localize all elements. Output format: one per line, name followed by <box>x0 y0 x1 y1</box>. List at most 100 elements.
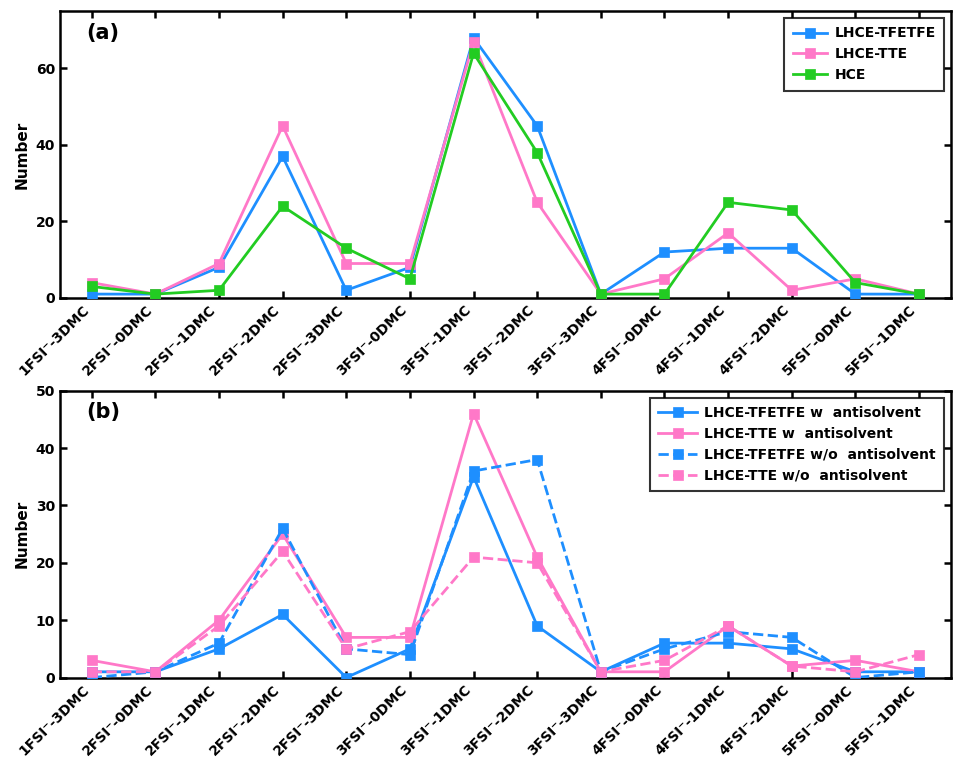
LHCE-TFETFE w/o  antisolvent <box>467 467 479 476</box>
LHCE-TTE <box>595 289 606 298</box>
LHCE-TFETFE w  antisolvent <box>658 638 670 647</box>
Text: (a): (a) <box>86 22 119 42</box>
LHCE-TTE w  antisolvent <box>658 667 670 677</box>
LHCE-TTE w  antisolvent <box>595 667 606 677</box>
LHCE-TFETFE w/o  antisolvent <box>277 524 288 533</box>
LHCE-TFETFE w  antisolvent <box>722 638 733 647</box>
HCE <box>785 205 797 215</box>
LHCE-TFETFE w  antisolvent <box>849 667 860 677</box>
LHCE-TTE w  antisolvent <box>849 656 860 665</box>
LHCE-TFETFE w  antisolvent <box>149 667 160 677</box>
LHCE-TTE <box>467 37 479 46</box>
LHCE-TFETFE w/o  antisolvent <box>912 667 924 677</box>
Line: LHCE-TTE: LHCE-TTE <box>86 37 923 299</box>
LHCE-TTE w/o  antisolvent <box>595 667 606 677</box>
LHCE-TFETFE w  antisolvent <box>467 472 479 481</box>
LHCE-TTE w/o  antisolvent <box>912 650 924 659</box>
LHCE-TTE <box>849 275 860 284</box>
LHCE-TFETFE w  antisolvent <box>912 667 924 677</box>
LHCE-TTE <box>658 275 670 284</box>
LHCE-TFETFE <box>404 263 415 272</box>
LHCE-TTE <box>277 122 288 131</box>
LHCE-TTE w  antisolvent <box>86 656 97 665</box>
LHCE-TTE <box>912 289 924 298</box>
LHCE-TFETFE w/o  antisolvent <box>149 667 160 677</box>
Text: (b): (b) <box>86 402 120 422</box>
LHCE-TFETFE <box>213 263 225 272</box>
LHCE-TFETFE w/o  antisolvent <box>404 650 415 659</box>
LHCE-TTE w  antisolvent <box>530 552 542 561</box>
LHCE-TFETFE w  antisolvent <box>530 621 542 631</box>
LHCE-TFETFE w/o  antisolvent <box>785 633 797 642</box>
HCE <box>722 198 733 207</box>
LHCE-TTE w/o  antisolvent <box>86 667 97 677</box>
LHCE-TFETFE w  antisolvent <box>277 610 288 619</box>
LHCE-TFETFE <box>86 289 97 298</box>
LHCE-TFETFE <box>849 289 860 298</box>
LHCE-TFETFE <box>149 289 160 298</box>
LHCE-TTE w  antisolvent <box>404 633 415 642</box>
Legend: LHCE-TFETFE, LHCE-TTE, HCE: LHCE-TFETFE, LHCE-TTE, HCE <box>783 18 943 91</box>
LHCE-TTE w  antisolvent <box>912 667 924 677</box>
LHCE-TFETFE w  antisolvent <box>340 673 352 682</box>
LHCE-TTE <box>785 285 797 295</box>
Line: LHCE-TTE w  antisolvent: LHCE-TTE w antisolvent <box>86 409 923 677</box>
Line: LHCE-TTE w/o  antisolvent: LHCE-TTE w/o antisolvent <box>86 547 923 677</box>
LHCE-TTE w/o  antisolvent <box>658 656 670 665</box>
Line: LHCE-TFETFE: LHCE-TFETFE <box>86 33 923 299</box>
LHCE-TFETFE w/o  antisolvent <box>340 644 352 654</box>
HCE <box>849 278 860 288</box>
HCE <box>912 289 924 298</box>
LHCE-TFETFE w/o  antisolvent <box>849 673 860 682</box>
LHCE-TTE w/o  antisolvent <box>277 547 288 556</box>
LHCE-TTE w/o  antisolvent <box>149 667 160 677</box>
LHCE-TFETFE w/o  antisolvent <box>595 667 606 677</box>
LHCE-TTE <box>722 228 733 238</box>
LHCE-TTE w  antisolvent <box>785 661 797 671</box>
LHCE-TTE w/o  antisolvent <box>340 644 352 654</box>
LHCE-TTE w  antisolvent <box>340 633 352 642</box>
LHCE-TTE <box>213 259 225 268</box>
LHCE-TTE <box>404 259 415 268</box>
LHCE-TFETFE <box>722 244 733 253</box>
LHCE-TFETFE w  antisolvent <box>785 644 797 654</box>
LHCE-TFETFE w/o  antisolvent <box>722 627 733 636</box>
HCE <box>277 201 288 211</box>
Y-axis label: Number: Number <box>15 500 30 568</box>
LHCE-TTE <box>86 278 97 288</box>
LHCE-TTE w  antisolvent <box>213 615 225 624</box>
LHCE-TTE <box>530 198 542 207</box>
LHCE-TTE w/o  antisolvent <box>785 661 797 671</box>
LHCE-TFETFE <box>912 289 924 298</box>
HCE <box>149 289 160 298</box>
Legend: LHCE-TFETFE w  antisolvent, LHCE-TTE w  antisolvent, LHCE-TFETFE w/o  antisolven: LHCE-TFETFE w antisolvent, LHCE-TTE w an… <box>649 398 943 491</box>
LHCE-TTE w/o  antisolvent <box>722 621 733 631</box>
LHCE-TFETFE <box>467 33 479 42</box>
LHCE-TTE <box>149 289 160 298</box>
HCE <box>595 289 606 298</box>
LHCE-TFETFE w/o  antisolvent <box>213 638 225 647</box>
LHCE-TFETFE <box>530 122 542 131</box>
LHCE-TFETFE <box>340 285 352 295</box>
Line: LHCE-TFETFE w/o  antisolvent: LHCE-TFETFE w/o antisolvent <box>86 454 923 682</box>
LHCE-TTE w/o  antisolvent <box>467 552 479 561</box>
HCE <box>530 148 542 157</box>
HCE <box>86 282 97 291</box>
LHCE-TTE w  antisolvent <box>277 530 288 539</box>
LHCE-TTE w/o  antisolvent <box>849 667 860 677</box>
Line: LHCE-TFETFE w  antisolvent: LHCE-TFETFE w antisolvent <box>86 472 923 682</box>
Y-axis label: Number: Number <box>15 121 30 188</box>
HCE <box>658 289 670 298</box>
LHCE-TFETFE <box>658 248 670 257</box>
LHCE-TFETFE w/o  antisolvent <box>86 673 97 682</box>
LHCE-TFETFE <box>277 151 288 161</box>
LHCE-TTE w  antisolvent <box>149 667 160 677</box>
HCE <box>340 244 352 253</box>
LHCE-TTE w/o  antisolvent <box>213 621 225 631</box>
LHCE-TFETFE w/o  antisolvent <box>658 644 670 654</box>
Line: HCE: HCE <box>86 48 923 299</box>
LHCE-TTE w/o  antisolvent <box>530 558 542 568</box>
LHCE-TTE w  antisolvent <box>722 621 733 631</box>
LHCE-TFETFE w  antisolvent <box>86 667 97 677</box>
LHCE-TFETFE w  antisolvent <box>595 667 606 677</box>
